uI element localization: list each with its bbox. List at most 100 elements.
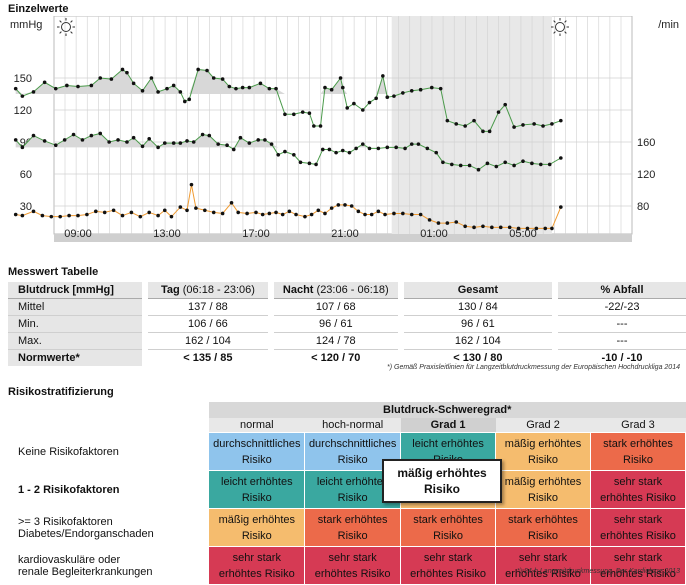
data-point <box>185 139 189 143</box>
data-point <box>216 142 220 146</box>
risk-cell: stark erhöhtes Risiko <box>304 508 402 547</box>
risk-title: Risikostratifizierung <box>8 386 114 398</box>
data-point <box>445 118 450 123</box>
data-point <box>258 81 263 86</box>
data-point <box>454 220 459 224</box>
table-header: Nacht (23:06 - 06:18) <box>273 282 398 299</box>
data-point <box>516 226 521 231</box>
data-point <box>42 80 47 85</box>
data-point <box>507 225 512 230</box>
data-point <box>352 101 356 106</box>
data-point <box>498 225 503 230</box>
data-point <box>287 209 292 214</box>
data-point <box>530 161 534 166</box>
data-point <box>559 205 563 209</box>
table-header: Blutdruck [mmHg] <box>8 282 142 299</box>
risk-cell: sehr stark erhöhtes Risiko <box>589 470 686 509</box>
header-bold: Gesamt <box>457 284 499 296</box>
data-point <box>58 214 62 219</box>
data-point <box>312 124 316 128</box>
table-cell: 106 / 66 <box>148 315 268 333</box>
table-row: Normwerte* < 135 / 85 < 120 / 70 < 130 / 80… <box>8 349 686 366</box>
table-cell: Max. <box>8 332 142 350</box>
y-right-tick-label: 80 <box>637 201 649 213</box>
data-point <box>149 76 154 80</box>
data-point <box>31 209 36 214</box>
risk-cell-line2: Risiko <box>241 529 272 542</box>
risk-row: Keine Risikofaktoren durchschnittliches Ri… <box>8 432 686 471</box>
y-left-tick-label: 150 <box>14 73 32 85</box>
data-point <box>80 138 85 142</box>
risk-row-label-line2: renale Begleiterkrankungen <box>18 565 153 578</box>
single-values-title: Einzelwerte <box>8 3 69 15</box>
risk-cell-line1: sehr stark <box>518 551 568 564</box>
data-point <box>323 211 327 216</box>
data-point <box>338 76 343 80</box>
data-point <box>234 86 238 91</box>
data-point <box>418 87 423 92</box>
data-point <box>267 211 272 216</box>
data-point <box>165 86 169 91</box>
data-point <box>494 164 499 169</box>
data-point <box>309 212 314 217</box>
data-point <box>356 209 361 214</box>
data-point <box>409 142 414 146</box>
table-cell: Min. <box>8 315 142 333</box>
risk-cell-line2: erhöhtes Risiko <box>505 567 581 580</box>
data-point <box>274 210 278 215</box>
data-point <box>283 112 287 117</box>
risk-cell: leicht erhöhtes Risiko <box>208 470 306 509</box>
risk-cell: sehr stark erhöhtes Risiko <box>208 546 306 585</box>
data-point <box>503 160 508 165</box>
data-point <box>472 118 476 123</box>
data-point <box>236 210 240 215</box>
data-point <box>429 85 434 90</box>
data-point <box>336 203 341 207</box>
data-point <box>340 85 345 90</box>
data-point <box>392 94 396 98</box>
data-point <box>392 211 396 216</box>
header-bold: % Abfall <box>600 284 644 296</box>
risk-cell: stark erhöhtes Risiko <box>589 432 686 471</box>
risk-cell-line1: durchschnittliches <box>308 437 397 450</box>
x-tick-label: 05:00 <box>509 228 537 240</box>
data-point <box>550 122 554 126</box>
x-tick-label: 01:00 <box>420 228 448 240</box>
data-point <box>178 141 183 145</box>
risk-row: >= 3 Risikofaktoren Diabetes/Endorganscha… <box>8 508 686 547</box>
y-left-tick-label: 120 <box>14 105 32 117</box>
y-right-tick-label: 120 <box>637 169 655 181</box>
data-point <box>129 210 134 215</box>
risk-row-label-line2: Diabetes/Endorganschaden <box>18 527 154 540</box>
data-point <box>220 77 225 81</box>
data-point <box>274 86 278 91</box>
data-point <box>89 83 94 88</box>
data-point <box>467 163 472 168</box>
risk-cell-line1: sehr stark <box>613 513 663 526</box>
risk-cell-line1: leicht erhöhtes <box>221 475 293 488</box>
risk-row-label-line1: 1 - 2 Risikofaktoren <box>18 483 120 496</box>
risk-footnote: *) 24-h Langzeitdruckmessung, Der Kardio… <box>516 568 680 575</box>
data-point <box>450 162 454 167</box>
risk-row-label-line1: >= 3 Risikofaktoren <box>18 515 113 528</box>
data-point <box>454 122 459 126</box>
data-point <box>65 83 69 88</box>
data-point <box>147 137 151 141</box>
data-point <box>207 133 212 138</box>
risk-cell-line1: leicht erhöhtes <box>316 475 389 488</box>
data-point <box>211 76 216 80</box>
risk-cell-line2: Risiko <box>241 453 272 466</box>
data-point <box>316 208 321 213</box>
risk-cell-line2: Risiko <box>337 491 368 504</box>
risk-cell: stark erhöhtes Risiko <box>495 508 591 547</box>
data-point <box>140 89 145 93</box>
data-point <box>263 138 267 142</box>
data-point <box>369 212 374 217</box>
data-point <box>292 112 296 117</box>
data-point <box>334 150 338 155</box>
risk-row-label: >= 3 Risikofaktoren Diabetes/Endorganscha… <box>8 508 209 547</box>
data-point <box>385 95 390 99</box>
risk-cell-line2: Risiko <box>623 453 653 466</box>
table-row: Mittel 137 / 88 107 / 68 130 / 84 -22/-23 <box>8 298 686 316</box>
